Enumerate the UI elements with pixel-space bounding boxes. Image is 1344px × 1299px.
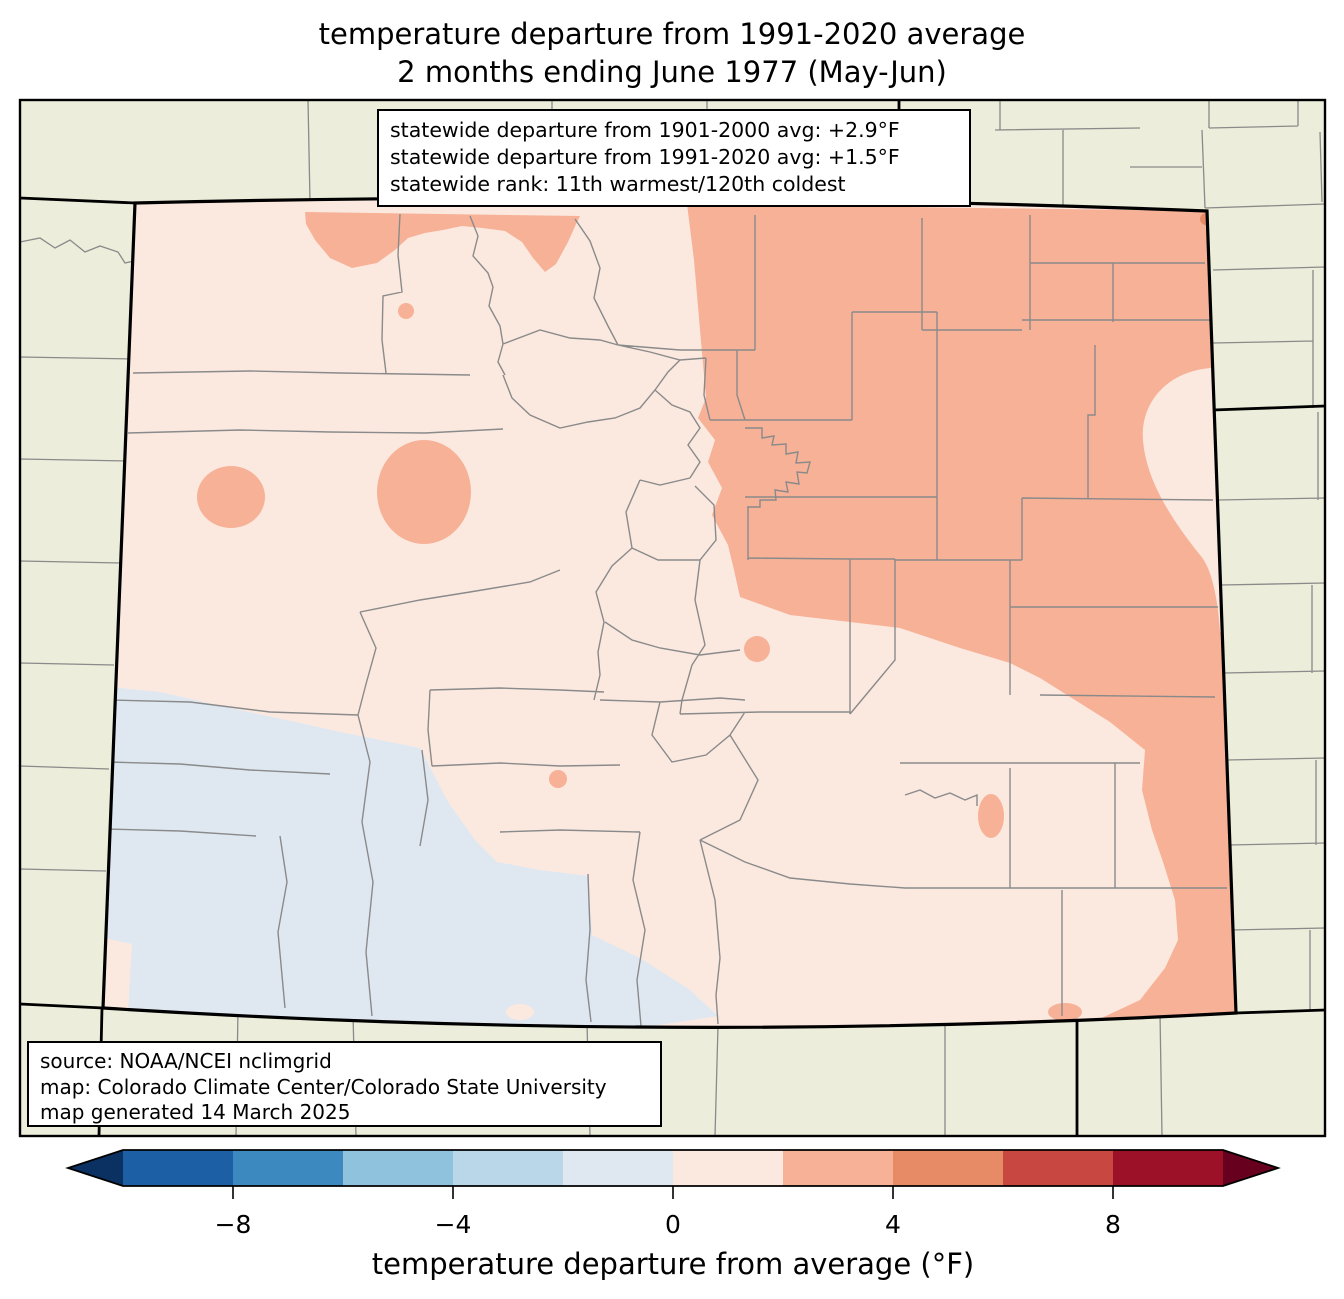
colorbar: −8 −4 0 4 8 temperature departure from a… xyxy=(65,1149,1281,1281)
warm-blob-center xyxy=(744,636,770,662)
region-pale-southwest-corner xyxy=(103,938,132,1012)
source-line-3: map generated 14 March 2025 xyxy=(40,1100,350,1124)
colorbar-bin-7 xyxy=(893,1150,1003,1186)
colorbar-tick-label: 4 xyxy=(885,1210,901,1239)
warm-blob-south xyxy=(549,770,567,788)
colorbar-bin-8 xyxy=(1003,1150,1113,1186)
warm-blob-small xyxy=(398,303,414,319)
colorbar-bin-6 xyxy=(783,1150,893,1186)
colorbar-axis-label: temperature departure from average (°F) xyxy=(372,1247,974,1281)
source-line-2: map: Colorado Climate Center/Colorado St… xyxy=(40,1075,607,1099)
region-cool-southwest xyxy=(103,686,718,1028)
stats-line-3: statewide rank: 11th warmest/120th colde… xyxy=(390,172,846,196)
title-line1: temperature departure from 1991-2020 ave… xyxy=(319,17,1026,51)
colorado-county-lines xyxy=(105,213,1227,1027)
colorbar-bin-9 xyxy=(1113,1150,1223,1186)
warm-blob-bottom-border xyxy=(1048,1003,1082,1021)
colorbar-bin-2 xyxy=(343,1150,453,1186)
colorbar-tick-label: −4 xyxy=(435,1210,472,1239)
map-area xyxy=(20,100,1325,1136)
colorbar-bin-3 xyxy=(453,1150,563,1186)
colorbar-tick-label: −8 xyxy=(215,1210,252,1239)
pale-bump-bottom xyxy=(506,1004,534,1020)
axes-frame xyxy=(18,98,1327,1138)
colorbar-bin-0 xyxy=(123,1150,233,1186)
stats-line-1: statewide departure from 1901-2000 avg: … xyxy=(390,118,900,142)
colorbar-tick-label: 8 xyxy=(1105,1210,1121,1239)
source-box: source: NOAA/NCEI nclimgrid map: Colorad… xyxy=(27,1041,662,1127)
colorbar-under-arrow xyxy=(68,1150,123,1186)
colorbar-over-arrow xyxy=(1223,1150,1278,1186)
colorbar-bin-5 xyxy=(673,1150,783,1186)
colorado-fill-layers xyxy=(103,198,1236,1028)
title-line2: 2 months ending June 1977 (May-Jun) xyxy=(397,55,947,89)
source-line-1: source: NOAA/NCEI nclimgrid xyxy=(40,1049,332,1073)
warm-blob-west2 xyxy=(377,440,471,544)
region-warm-northeast xyxy=(687,204,1236,1022)
warm-blob-southeast xyxy=(978,794,1004,838)
colorbar-tick-label: 0 xyxy=(665,1210,681,1239)
colorbar-bin-1 xyxy=(233,1150,343,1186)
stats-box: statewide departure from 1901-2000 avg: … xyxy=(377,109,971,207)
warm-blob-west1 xyxy=(197,466,265,528)
region-pale-inlet-east xyxy=(1142,366,1232,632)
colorbar-ticks xyxy=(232,1186,1114,1199)
colorbar-outline xyxy=(65,1149,1281,1187)
stats-line-2: statewide departure from 1991-2020 avg: … xyxy=(390,145,900,169)
colorbar-bin-4 xyxy=(563,1150,673,1186)
region-warm-north-band xyxy=(305,212,580,272)
